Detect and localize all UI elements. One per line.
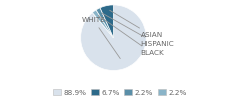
Text: HISPANIC: HISPANIC (102, 13, 174, 47)
Wedge shape (81, 5, 146, 70)
Legend: 88.9%, 6.7%, 2.2%, 2.2%: 88.9%, 6.7%, 2.2%, 2.2% (53, 89, 187, 96)
Wedge shape (100, 5, 114, 38)
Text: ASIAN: ASIAN (110, 10, 163, 38)
Text: WHITE: WHITE (81, 17, 120, 59)
Wedge shape (96, 8, 114, 38)
Wedge shape (92, 10, 114, 38)
Text: BLACK: BLACK (98, 15, 164, 56)
